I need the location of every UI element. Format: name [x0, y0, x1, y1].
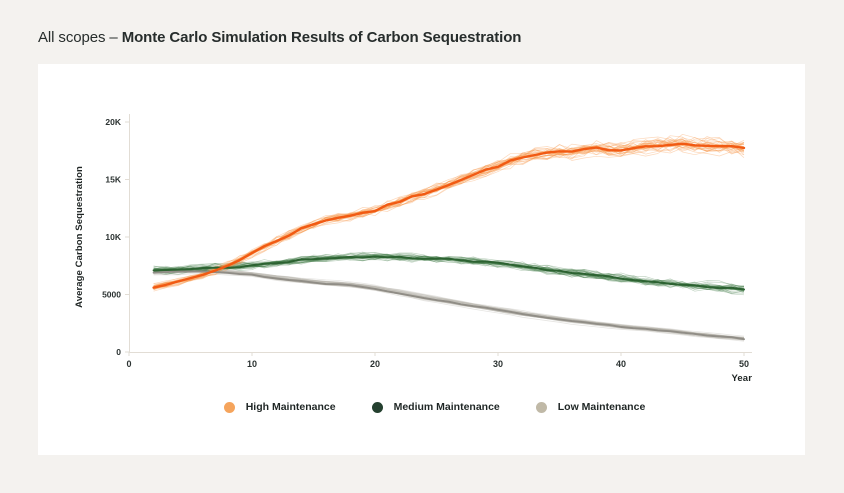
y-tick-label: 20K: [105, 117, 121, 127]
monte-carlo-chart: 0 5000 10K 15K 20K 0 10 20 30 40 50 Year Average Car…: [74, 114, 752, 384]
low-maintenance-mean-line: [152, 270, 745, 341]
y-tick-label: 15K: [105, 175, 121, 185]
medium-maintenance-mean-line: [152, 255, 745, 291]
x-tick-label: 50: [739, 359, 749, 369]
y-tick-label: 10K: [105, 232, 121, 242]
x-axis-title: Year: [732, 373, 753, 384]
x-tick-label: 10: [247, 359, 257, 369]
page-title-scope: All scopes –: [38, 29, 118, 46]
legend-dot-medium-maintenance: [371, 401, 383, 413]
legend-dot-low-maintenance: [535, 401, 547, 413]
high-maintenance-mean-line: [152, 142, 746, 289]
x-tick-label: 40: [616, 359, 626, 369]
x-tick-label: 0: [126, 359, 131, 369]
legend-dot-high-maintenance: [223, 401, 235, 413]
legend-item-low-maintenance[interactable]: Low Maintenance: [535, 401, 646, 413]
legend-label-medium-maintenance: Medium Maintenance: [393, 401, 500, 413]
page-title-main: Monte Carlo Simulation Results of Carbon…: [121, 29, 522, 46]
y-axis-title: Average Carbon Sequestration: [74, 166, 85, 308]
chart-legend: High Maintenance Medium Maintenance Low …: [38, 401, 805, 413]
chart-card: 0 5000 10K 15K 20K 0 10 20 30 40 50 Year Average Car…: [38, 64, 805, 455]
y-tick-label: 5000: [102, 290, 121, 300]
axes: 0 5000 10K 15K 20K 0 10 20 30 40 50 Year Average Car…: [74, 114, 752, 384]
legend-label-high-maintenance: High Maintenance: [245, 401, 336, 413]
legend-item-high-maintenance[interactable]: High Maintenance: [223, 401, 336, 413]
y-tick-label: 0: [116, 347, 121, 357]
page-title: All scopes – Monte Carlo Simulation Resul…: [38, 29, 521, 46]
x-tick-label: 30: [493, 359, 503, 369]
x-tick-label: 20: [370, 359, 380, 369]
legend-label-low-maintenance: Low Maintenance: [557, 401, 646, 413]
legend-item-medium-maintenance[interactable]: Medium Maintenance: [371, 401, 500, 413]
